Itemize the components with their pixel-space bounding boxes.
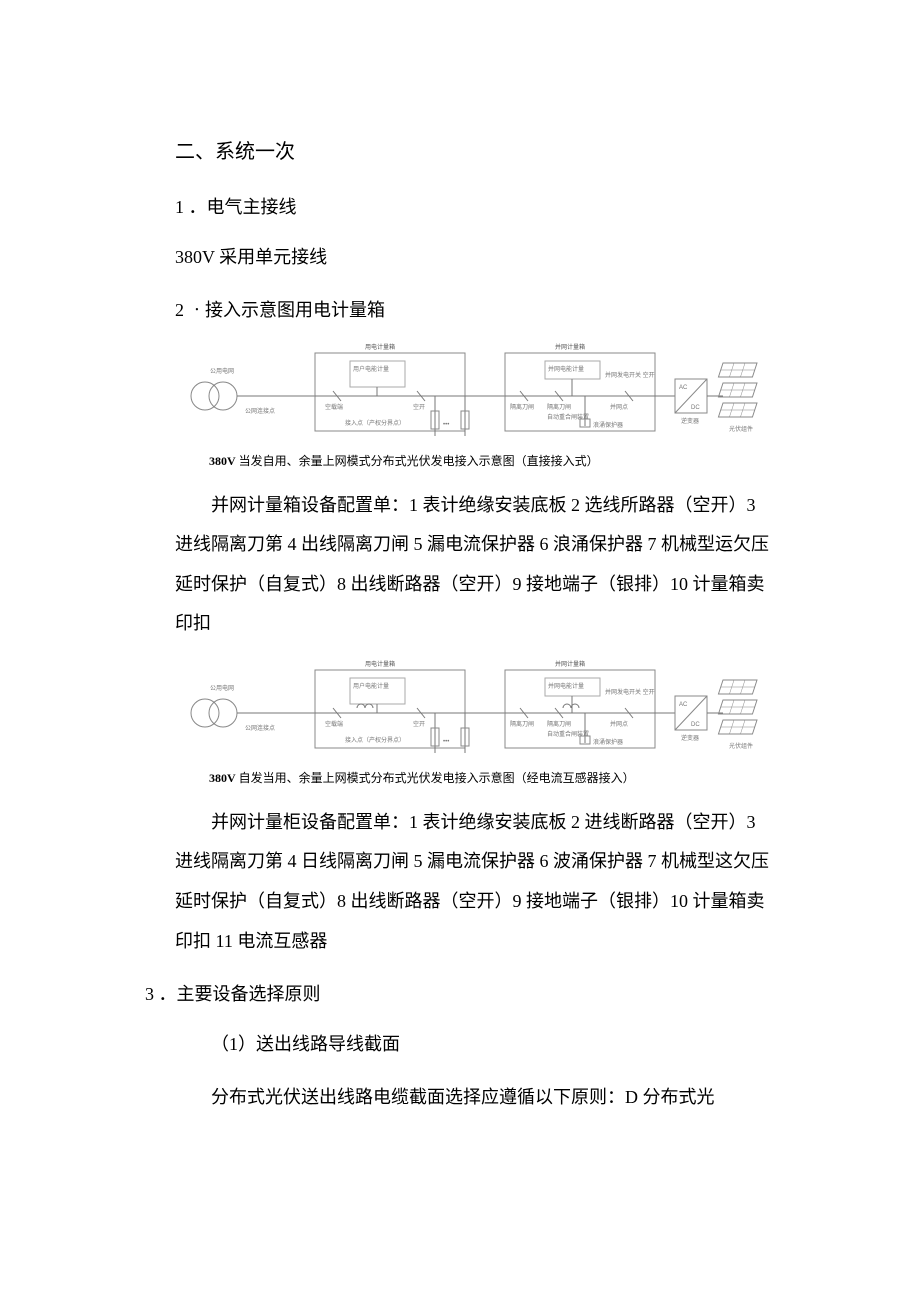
label-box-use-2: 用电计量箱 xyxy=(365,660,395,668)
label-grid: 公用电网 xyxy=(210,367,234,375)
label-surge-2: 浪涌保护器 xyxy=(593,738,623,746)
label-lb7: 并网发电开关 空开 xyxy=(605,371,655,379)
pv-array-icon-2 xyxy=(718,680,757,734)
label-conn: 公网连接点 xyxy=(245,407,275,415)
label-lb6: 并网点 xyxy=(610,403,628,411)
label-lb3-2: 隔离刀闸 xyxy=(510,720,534,728)
item-3-sub2: 分布式光伏送出线路电缆截面选择应遵循以下原则：D 分布式光 xyxy=(175,1078,775,1118)
label-lb5-2: 自动重合闸装置 xyxy=(547,730,589,738)
label-inlet-2: 接入点（产权分界点） xyxy=(345,736,405,744)
document-page: 二、系统一次 1 ．电气主接线 380V 采用单元接线 2 ㆍ接入示意图用电计量… xyxy=(0,0,920,1192)
fig1-caption-rest: 当发自用、余量上网模式分布式光伏发电接入示意图（直接接入式） xyxy=(236,454,599,468)
diagram-1-svg: 公用电网 公网连接点 用电计量箱 用户电能计量 空载端 空开 接入点（产权分界点… xyxy=(185,341,765,451)
label-inv-ac-2: AC xyxy=(679,702,688,708)
item-2-title: 2 ㆍ接入示意图用电计量箱 xyxy=(175,291,775,331)
label-lb2: 空开 xyxy=(413,403,425,411)
section-heading: 二、系统一次 xyxy=(175,130,775,174)
label-inv-dc-2: DC xyxy=(691,722,700,728)
label-inv-dc: DC xyxy=(691,405,700,411)
label-lb3: 隔离刀闸 xyxy=(510,403,534,411)
label-conn-2: 公网连接点 xyxy=(245,724,275,732)
item-1-line: 380V 采用单元接线 xyxy=(175,238,775,278)
label-box-use: 用电计量箱 xyxy=(365,343,395,351)
label-pv-meter: 并网电能计量 xyxy=(548,365,584,373)
item-1-title: 1 ．电气主接线 xyxy=(175,188,775,228)
figure-1: 公用电网 公网连接点 用电计量箱 用户电能计量 空载端 空开 接入点（产权分界点… xyxy=(175,341,775,470)
label-lb7-2: 并网发电开关 空开 xyxy=(605,688,655,696)
fig1-caption-bold: 380V xyxy=(209,454,236,468)
figure-2: 公用电网 公网连接点 用电计量箱 用户电能计量 空载端 空开 接入点（产权分界点… xyxy=(175,658,775,787)
label-grid-2: 公用电网 xyxy=(210,684,234,692)
label-lb1: 空载端 xyxy=(325,403,343,411)
label-lb4-2: 隔离刀闸 xyxy=(547,720,571,728)
label-use-meter: 用户电能计量 xyxy=(353,365,389,373)
label-array: 光伏组件 xyxy=(729,425,753,433)
item-3-sub1: （1）送出线路导线截面 xyxy=(175,1025,775,1065)
paragraph-1: 并网计量箱设备配置单：1 表计绝缘安装底板 2 选线所路器（空开）3 进线隔离刀… xyxy=(175,486,775,644)
pv-array-icon xyxy=(718,363,757,417)
label-box-pv-2: 并网计量箱 xyxy=(555,660,585,668)
label-pv-meter-2: 并网电能计量 xyxy=(548,682,584,690)
figure-1-caption: 380V 当发自用、余量上网模式分布式光伏发电接入示意图（直接接入式） xyxy=(175,453,775,470)
fig2-caption-rest: 自发当用、余量上网模式分布式光伏发电接入示意图（经电流互感器接入） xyxy=(236,771,635,785)
label-use-meter-2: 用户电能计量 xyxy=(353,682,389,690)
label-lb5: 自动重合闸装置 xyxy=(547,413,589,421)
label-lb1-2: 空载端 xyxy=(325,720,343,728)
label-array-2: 光伏组件 xyxy=(729,742,753,750)
item-3-title: 3 ．主要设备选择原则 xyxy=(145,975,775,1015)
label-inv-2: 逆变器 xyxy=(681,734,699,742)
label-inv: 逆变器 xyxy=(681,417,699,425)
label-load-dots-2: ••• xyxy=(443,739,449,745)
figure-2-caption: 380V 自发当用、余量上网模式分布式光伏发电接入示意图（经电流互感器接入） xyxy=(175,770,775,787)
label-lb2-2: 空开 xyxy=(413,720,425,728)
label-inv-ac: AC xyxy=(679,385,688,391)
label-inlet: 接入点（产权分界点） xyxy=(345,419,405,427)
label-box-pv: 并网计量箱 xyxy=(555,343,585,351)
label-lb4: 隔离刀闸 xyxy=(547,403,571,411)
fig2-caption-bold: 380V xyxy=(209,771,236,785)
label-load-dots: ••• xyxy=(443,422,449,428)
label-surge: 浪涌保护器 xyxy=(593,421,623,429)
paragraph-2: 并网计量柜设备配置单：1 表计绝缘安装底板 2 进线断路器（空开）3 进线隔离刀… xyxy=(175,803,775,961)
diagram-2-svg: 公用电网 公网连接点 用电计量箱 用户电能计量 空载端 空开 接入点（产权分界点… xyxy=(185,658,765,768)
label-lb6-2: 并网点 xyxy=(610,720,628,728)
